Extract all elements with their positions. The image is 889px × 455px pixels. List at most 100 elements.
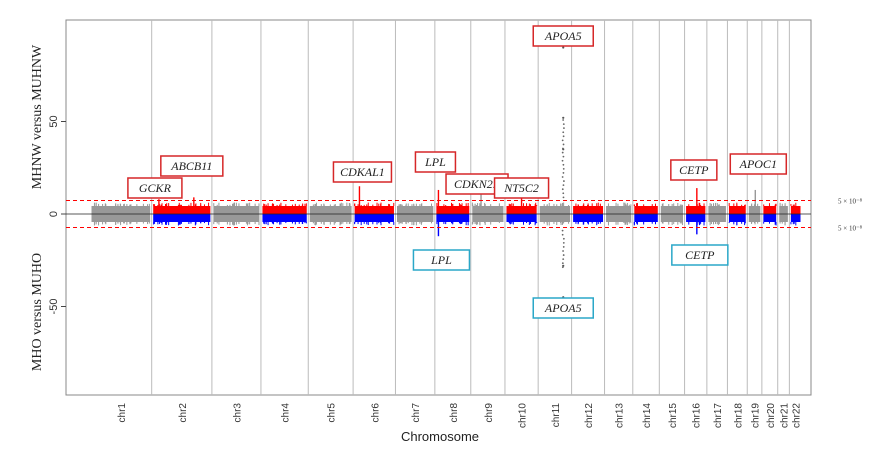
data-bands	[66, 202, 811, 226]
threshold-lines: 5 × 10⁻⁸ 5 × 10⁻⁸	[66, 197, 863, 233]
y-axis-title-bottom: MHO versus MUHO	[30, 253, 45, 371]
peak-point	[561, 262, 564, 265]
x-tick-label-chr19: chr19	[751, 403, 762, 428]
x-tick-label-chr1: chr1	[117, 403, 128, 423]
peak-point	[561, 139, 564, 142]
x-tick-label-chr10: chr10	[518, 403, 529, 428]
peak-point	[562, 192, 565, 195]
peak-point	[561, 233, 564, 236]
y-axis-title-top: MHNW versus MUHNW	[30, 44, 45, 189]
threshold-label-top: 5 × 10⁻⁸	[838, 197, 863, 205]
band-bottom-chr22	[790, 214, 801, 222]
x-tick-label-chr9: chr9	[484, 403, 495, 423]
peak-point	[562, 135, 565, 138]
band-bottom-chr19	[748, 214, 761, 222]
band-bottom-chr11	[539, 214, 571, 222]
peak-point	[561, 151, 564, 154]
gene-label-top-abcb11-text: ABCB11	[170, 159, 212, 173]
peak-point	[561, 147, 564, 150]
band-bottom-chr7	[396, 214, 434, 222]
band-top-chr8	[436, 206, 470, 214]
gene-label-top-nt5c2-text: NT5C2	[503, 181, 539, 195]
peak-point	[561, 229, 564, 232]
gene-label-top-apoa5-box	[532, 25, 594, 47]
x-tick-label-chr21: chr21	[780, 403, 791, 428]
peak-point	[562, 172, 565, 174]
band-bottom-chr16	[686, 214, 706, 222]
gene-label-bottom-cetp-text: CETP	[685, 248, 715, 262]
x-tick-label-chr3: chr3	[232, 403, 243, 423]
peak-point	[561, 266, 564, 269]
chromosome-gridlines	[151, 20, 790, 395]
x-tick-label-chr13: chr13	[615, 403, 626, 428]
y-tick-label: 50	[48, 115, 60, 127]
gene-label-top-cdkn2b-text: CDKN2B	[454, 177, 501, 191]
band-top-chr3	[213, 206, 260, 214]
peak-point	[562, 254, 565, 256]
x-tick-label-chr5: chr5	[327, 403, 338, 423]
gene-label-top-lpl-box	[414, 151, 457, 173]
peak-point	[561, 159, 564, 162]
peak-point	[562, 116, 565, 119]
axes: 50 0 -50 chr1 chr2 chr3 chr4 chr5 chr6 chr7 chr8 ch…	[48, 115, 803, 428]
peak-point	[562, 237, 565, 240]
x-tick-label-chr11: chr11	[551, 403, 562, 428]
peak-point	[562, 250, 564, 252]
gene-label-top-cetp-box	[670, 159, 718, 181]
threshold-label-bottom: 5 × 10⁻⁸	[838, 225, 863, 233]
x-tick-label-chr7: chr7	[411, 403, 422, 423]
y-tick-label: -50	[48, 299, 60, 315]
band-top-chr10	[506, 206, 537, 214]
gene-label-top-lpl-text: LPL	[424, 155, 446, 169]
band-top-chr2	[153, 206, 211, 214]
band-top-chr18	[728, 206, 746, 214]
peak-point	[562, 163, 565, 166]
gene-label-top-gckr-box	[127, 177, 183, 199]
band-top-chr21	[779, 206, 788, 214]
peak-point	[562, 196, 565, 199]
gene-label-top-apoc1-box	[729, 153, 788, 175]
x-axis-title: Chromosome	[401, 429, 479, 444]
gene-label-top-apoa5-text: APOA5	[544, 29, 582, 43]
band-top-chr11	[539, 206, 571, 214]
peak-point	[562, 184, 565, 187]
data-peaks	[158, 46, 756, 299]
band-bottom-chr2	[153, 214, 211, 222]
peak-point	[562, 46, 565, 49]
band-top-chr14	[634, 206, 658, 214]
gene-label-bottom-lpl-text: LPL	[430, 253, 452, 267]
gene-label-bottom-apoa5-text: APOA5	[544, 301, 582, 315]
peak-point	[563, 180, 565, 182]
band-top-chr6	[354, 206, 394, 214]
band-top-chr19	[748, 206, 761, 214]
band-bottom-chr17	[708, 214, 726, 222]
band-top-chr1	[91, 206, 151, 214]
band-top-chr4	[262, 206, 307, 214]
band-top-chr20	[763, 206, 777, 214]
peak-point	[562, 258, 565, 261]
gene-label-bottom-cetp-box	[671, 244, 729, 266]
peak-point	[562, 155, 565, 158]
x-tick-label-chr12: chr12	[584, 403, 595, 428]
x-tick-label-chr4: chr4	[281, 403, 292, 423]
y-tick-label: 0	[48, 211, 60, 217]
band-bottom-chr14	[634, 214, 658, 222]
peak-point	[562, 246, 565, 248]
peak-point	[561, 176, 564, 178]
band-bottom-chr18	[728, 214, 746, 222]
band-bottom-chr3	[213, 214, 260, 222]
band-bottom-chr8	[436, 214, 470, 222]
band-bottom-chr9	[472, 214, 504, 222]
band-bottom-chr20	[763, 214, 777, 222]
peak-point	[562, 241, 565, 244]
gene-label-top-gckr-text: GCKR	[139, 181, 172, 195]
band-top-chr22	[790, 206, 801, 214]
band-top-chr16	[686, 206, 706, 214]
x-tick-label-chr22: chr22	[792, 403, 803, 428]
band-bottom-chr12	[573, 214, 604, 222]
peak-point	[561, 188, 564, 191]
gene-label-top-cdkal1-text: CDKAL1	[340, 165, 385, 179]
x-tick-label-chr18: chr18	[733, 403, 744, 428]
band-bottom-chr21	[779, 214, 788, 222]
